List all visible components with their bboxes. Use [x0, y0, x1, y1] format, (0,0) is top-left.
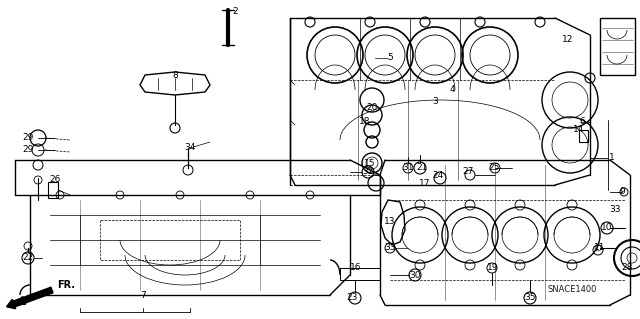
Text: 19: 19 [487, 263, 499, 272]
Text: 11: 11 [595, 243, 605, 253]
Text: 33: 33 [384, 243, 396, 253]
Text: 18: 18 [359, 117, 371, 127]
Text: 17: 17 [419, 179, 431, 188]
Text: 34: 34 [184, 144, 196, 152]
Text: FR.: FR. [57, 280, 75, 290]
Text: 8: 8 [172, 70, 178, 79]
Text: 6: 6 [579, 117, 585, 127]
Text: 33: 33 [609, 205, 621, 214]
Text: 10: 10 [601, 224, 612, 233]
Text: 16: 16 [350, 263, 362, 272]
Text: 23: 23 [346, 293, 358, 302]
Text: 15: 15 [364, 159, 376, 167]
Text: 29: 29 [22, 133, 34, 143]
Text: 1: 1 [609, 153, 615, 162]
Text: 29: 29 [22, 145, 34, 154]
Text: 4: 4 [449, 85, 455, 94]
Text: 25: 25 [488, 164, 500, 173]
Text: SNACE1400: SNACE1400 [548, 286, 597, 294]
Text: 9: 9 [619, 188, 625, 197]
Text: 22: 22 [22, 254, 34, 263]
Text: 3: 3 [432, 98, 438, 107]
Text: 31: 31 [403, 164, 413, 173]
Text: 30: 30 [409, 271, 420, 279]
Text: 28: 28 [621, 263, 633, 272]
Text: 7: 7 [140, 291, 146, 300]
Text: 14: 14 [573, 125, 585, 135]
Text: 13: 13 [384, 218, 396, 226]
Text: 24: 24 [433, 170, 444, 180]
Text: 20: 20 [366, 103, 378, 113]
Text: 21: 21 [416, 164, 428, 173]
Text: 32: 32 [362, 167, 374, 176]
Text: 5: 5 [387, 54, 393, 63]
Text: 26: 26 [49, 175, 61, 184]
Text: 2: 2 [232, 8, 238, 17]
FancyArrow shape [6, 287, 53, 309]
Text: 27: 27 [462, 167, 474, 176]
Text: 35: 35 [524, 293, 536, 302]
Text: 12: 12 [563, 35, 573, 44]
